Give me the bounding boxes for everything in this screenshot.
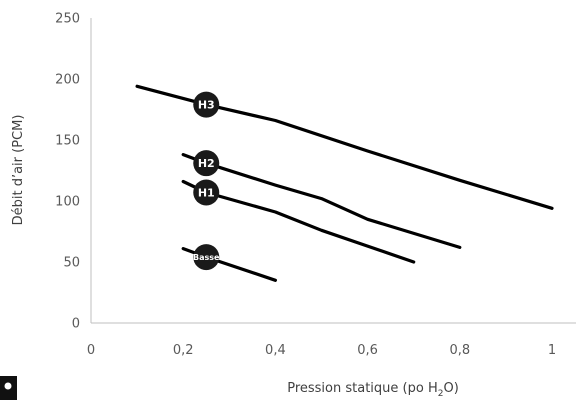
y-tick-label: 50 (63, 256, 80, 271)
y-tick-labels: 0 50 100 150 200 250 (55, 12, 80, 332)
x-axis-title-main: Pression statique (po H (287, 381, 438, 396)
x-axis-title-end: O) (443, 381, 458, 396)
y-tick-label: 200 (55, 73, 80, 88)
series-label-h2: H2 (198, 157, 215, 170)
y-axis-title: Débit d’air (PCM) (11, 115, 26, 226)
x-tick-label: 0 (87, 343, 95, 358)
series-marker-h1 (193, 179, 220, 206)
series-marker-h3 (193, 91, 220, 118)
series-marker-basse (193, 244, 220, 271)
x-tick-labels: 0 0,2 0,4 0,6 0,8 1 (87, 343, 556, 358)
series-markers: H3 H2 H1 Basse (193, 91, 220, 271)
x-axis-title: Pression statique (po H2O) (287, 381, 459, 399)
y-tick-label: 100 (55, 195, 80, 210)
series-label-h1: H1 (198, 186, 215, 199)
y-tick-label: 250 (55, 12, 80, 27)
y-tick-label: 150 (55, 134, 80, 149)
series-label-basse: Basse (193, 253, 220, 262)
x-tick-label: 0,6 (357, 343, 378, 358)
x-tick-label: 0,4 (265, 343, 286, 358)
series-marker-h2 (193, 150, 220, 177)
y-tick-label: 0 (72, 317, 80, 332)
x-tick-label: 0,2 (173, 343, 194, 358)
corner-logo-icon (0, 376, 17, 400)
x-axis-title-subscript: 2 (438, 389, 444, 399)
series-label-h3: H3 (198, 99, 215, 112)
x-tick-label: 1 (548, 343, 556, 358)
x-tick-label: 0,8 (449, 343, 470, 358)
